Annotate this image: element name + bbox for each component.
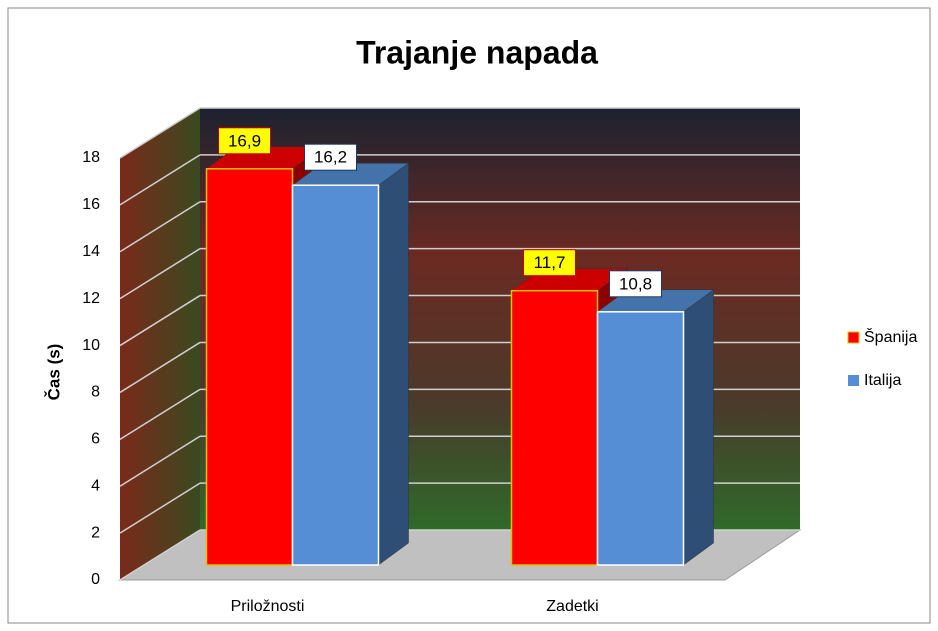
y-tick-label: 18 — [82, 149, 100, 166]
bar-side — [684, 290, 714, 565]
y-tick-label: 14 — [82, 243, 100, 260]
x-tick-label: Priložnosti — [231, 598, 305, 615]
legend-swatch — [848, 375, 859, 386]
chart: Trajanje napada Čas (s) 0 2 4 6 8 10 12 14 16 18 P… — [0, 0, 938, 631]
y-tick-label: 10 — [82, 337, 100, 354]
y-tick-label: 6 — [91, 431, 100, 448]
legend-swatch — [848, 332, 859, 343]
value-label: 11,7 — [534, 253, 566, 272]
value-label: 16,9 — [228, 131, 261, 150]
y-tick-label: 2 — [91, 524, 100, 541]
y-tick-label: 4 — [91, 477, 100, 494]
bar — [293, 185, 379, 565]
bar-side — [379, 163, 409, 565]
value-label: 16,2 — [314, 148, 347, 167]
x-tick-label: Zadetki — [546, 598, 598, 615]
y-axis-label: Čas (s) — [44, 344, 63, 401]
y-tick-label: 12 — [82, 290, 100, 307]
y-tick-label: 8 — [91, 384, 100, 401]
side-wall — [120, 108, 200, 580]
bar — [512, 291, 598, 565]
value-label: 10,8 — [619, 274, 652, 293]
y-tick-label: 0 — [91, 571, 100, 588]
legend-label: Španija — [864, 327, 917, 346]
chart-title: Trajanje napada — [356, 34, 598, 70]
bar — [207, 169, 293, 565]
y-tick-label: 16 — [82, 196, 100, 213]
legend-label: Italija — [864, 372, 901, 389]
bar — [598, 312, 684, 565]
